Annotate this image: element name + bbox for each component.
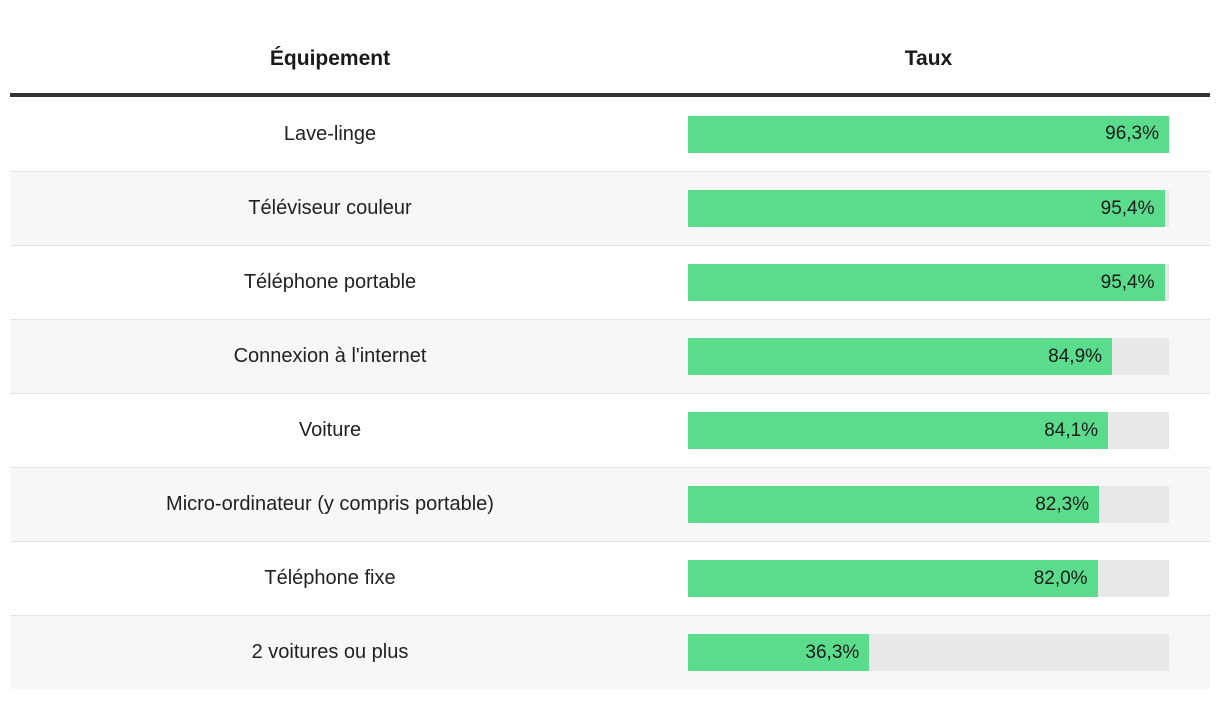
bar-fill: 36,3% xyxy=(688,634,870,671)
rate-value: 82,3% xyxy=(1035,493,1090,515)
bar-fill: 82,3% xyxy=(688,486,1100,523)
table-body: Lave-linge 96,3% Téléviseur couleur 95,4… xyxy=(10,97,1210,689)
equipment-label: 2 voitures ou plus xyxy=(251,641,409,663)
rate-value: 84,9% xyxy=(1048,345,1103,367)
rate-value: 82,0% xyxy=(1033,567,1088,589)
equipment-label: Voiture xyxy=(298,419,362,441)
bar-fill: 84,1% xyxy=(688,412,1109,449)
rate-value: 36,3% xyxy=(805,641,860,663)
equipment-label: Téléphone fixe xyxy=(264,567,396,589)
bar-fill: 82,0% xyxy=(688,560,1098,597)
bar-track: 84,9% xyxy=(688,338,1169,375)
table-row: Micro-ordinateur (y compris portable) 82… xyxy=(10,467,1210,541)
bar-track: 84,1% xyxy=(688,412,1169,449)
table-row: Connexion à l'internet 84,9% xyxy=(10,319,1210,393)
table-header: Équipement Taux xyxy=(10,0,1210,97)
bar-track: 95,4% xyxy=(688,264,1169,301)
rate-value: 84,1% xyxy=(1044,419,1099,441)
table-row: 2 voitures ou plus 36,3% xyxy=(10,615,1210,689)
equipment-label: Lave-linge xyxy=(283,122,377,145)
rate-value: 95,4% xyxy=(1100,271,1155,293)
bar-track: 82,0% xyxy=(688,560,1169,597)
table-row: Voiture 84,1% xyxy=(10,393,1210,467)
table-row: Lave-linge 96,3% xyxy=(10,97,1210,171)
bar-fill: 96,3% xyxy=(688,115,1169,153)
bar-fill: 84,9% xyxy=(688,338,1113,375)
bar-fill: 95,4% xyxy=(688,264,1165,301)
bar-track: 96,3% xyxy=(688,115,1169,153)
equipment-label: Téléviseur couleur xyxy=(248,197,412,219)
rate-value: 95,4% xyxy=(1100,197,1155,219)
bar-fill: 95,4% xyxy=(688,190,1165,227)
bar-track: 82,3% xyxy=(688,486,1169,523)
equipment-label: Téléphone portable xyxy=(243,271,417,293)
column-header-taux: Taux xyxy=(904,46,953,70)
equipment-rate-table: Équipement Taux Lave-linge 96,3% Télévis… xyxy=(10,0,1210,689)
table-row: Téléphone fixe 82,0% xyxy=(10,541,1210,615)
bar-track: 36,3% xyxy=(688,634,1169,671)
bar-track: 95,4% xyxy=(688,190,1169,227)
equipment-label: Micro-ordinateur (y compris portable) xyxy=(166,493,494,515)
column-header-equipement: Équipement xyxy=(269,46,391,70)
table-row: Téléphone portable 95,4% xyxy=(10,245,1210,319)
rate-value: 96,3% xyxy=(1105,123,1159,144)
table-row: Téléviseur couleur 95,4% xyxy=(10,171,1210,245)
equipment-label: Connexion à l'internet xyxy=(233,345,427,367)
